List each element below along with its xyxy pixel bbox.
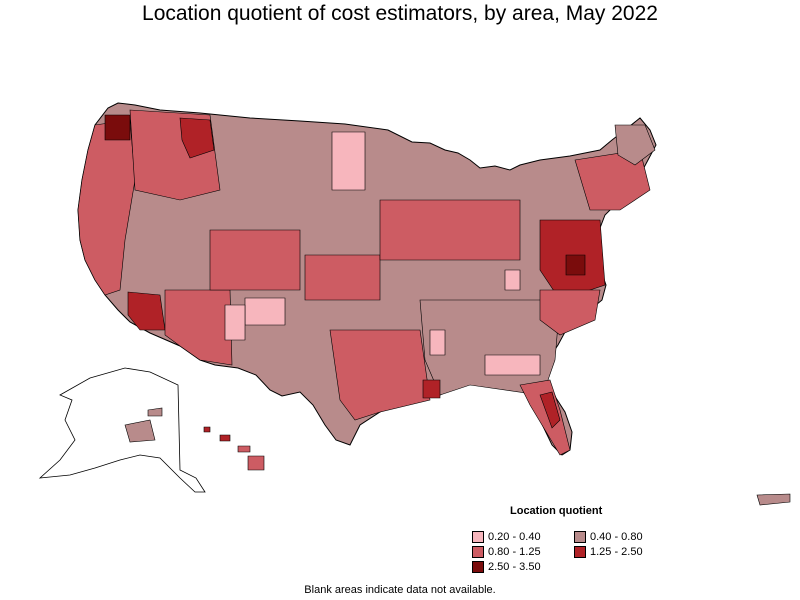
legend-item-3: 0.80 - 1.25 (472, 546, 541, 558)
region-midwest (379, 199, 521, 261)
region-texas-east (329, 329, 431, 421)
region-florida-high (539, 391, 561, 429)
region-carolinas (539, 289, 601, 336)
legend-item-4: 1.25 - 2.50 (574, 546, 643, 558)
region-kansas (304, 254, 381, 301)
alaska-region-juneau (147, 407, 163, 417)
legend-swatch-3 (472, 546, 484, 558)
legend-label-1: 0.20 - 0.40 (488, 531, 541, 543)
legend-label-2: 0.40 - 0.80 (590, 531, 643, 543)
footnote: Blank areas indicate data not available. (304, 584, 496, 596)
hawaii-kauai (203, 426, 211, 433)
hawaii-oahu (219, 434, 231, 442)
region-overlays (77, 109, 656, 456)
hawaii-shape (203, 426, 265, 471)
map-title: Location quotient of cost estimators, by… (142, 2, 658, 25)
region-idaho-high (179, 117, 215, 159)
alaska-region-anchorage (124, 419, 156, 443)
hawaii-maui (237, 445, 251, 453)
region-north-dakota-low (331, 131, 366, 191)
legend-swatch-4 (574, 546, 586, 558)
legend-swatch-2 (574, 531, 586, 543)
region-kentucky-low (504, 269, 521, 291)
legend-label-5: 2.50 - 3.50 (488, 561, 541, 573)
legend-item-5: 2.50 - 3.50 (472, 561, 541, 573)
legend-swatch-5 (472, 561, 484, 573)
alaska-shape (38, 367, 206, 493)
region-virginia-high (565, 254, 586, 276)
region-new-mexico-low (244, 297, 286, 326)
region-new-mexico-west-low (224, 304, 246, 341)
legend-swatch-1 (472, 531, 484, 543)
legend-item-2: 0.40 - 0.80 (574, 531, 643, 543)
region-maine (614, 124, 656, 166)
region-georgia-low (484, 354, 541, 376)
legend-label-4: 1.25 - 2.50 (590, 546, 643, 558)
puerto-rico-shape (756, 493, 791, 506)
region-southern-california (127, 291, 166, 331)
legend-label-3: 0.80 - 1.25 (488, 546, 541, 558)
region-colorado (209, 229, 301, 291)
region-arizona (164, 289, 233, 366)
region-florida (519, 379, 571, 456)
hawaii-big-island (247, 455, 265, 471)
region-louisiana-high (422, 379, 441, 399)
legend-title: Location quotient (510, 505, 603, 517)
region-washington-high (104, 114, 131, 141)
legend-item-1: 0.20 - 0.40 (472, 531, 541, 543)
region-mississippi-low (429, 329, 446, 356)
